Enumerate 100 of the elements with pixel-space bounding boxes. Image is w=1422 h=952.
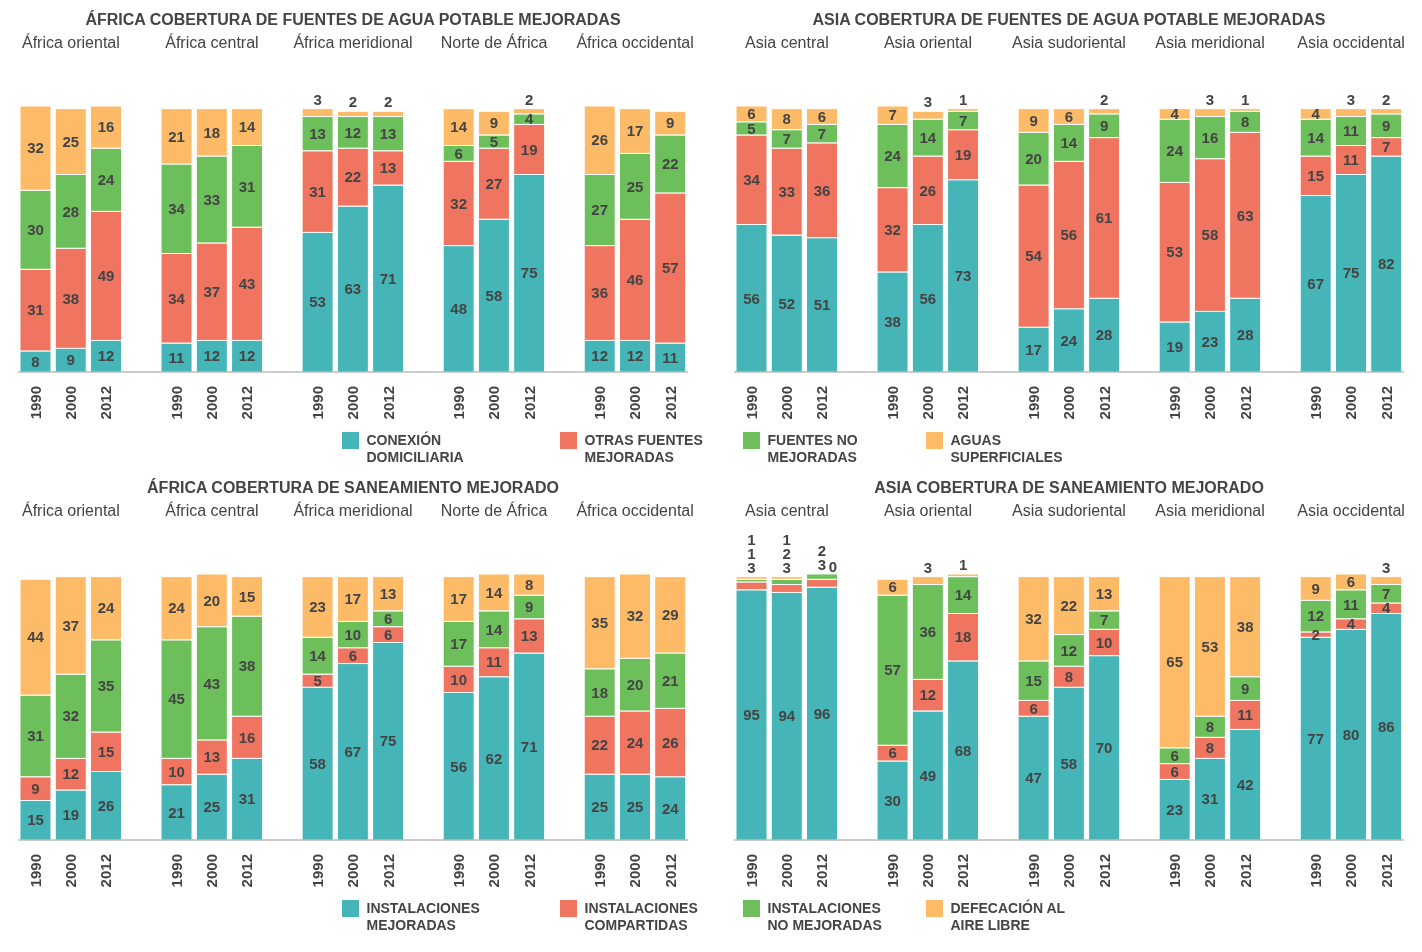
data-label: 7 bbox=[1099, 611, 1109, 629]
data-label: 56 bbox=[1060, 226, 1078, 244]
data-label: 12 bbox=[626, 347, 644, 365]
x-tick-label: 2000 bbox=[485, 854, 503, 888]
data-label: 21 bbox=[168, 127, 185, 145]
data-label: 17 bbox=[626, 122, 644, 140]
data-label: 20 bbox=[203, 591, 221, 609]
data-label: 15 bbox=[27, 811, 44, 829]
data-label: 11 bbox=[1237, 706, 1254, 724]
x-tick-label: 2012 bbox=[1377, 386, 1395, 420]
x-tick-label: 2012 bbox=[97, 854, 115, 888]
data-label: 12 bbox=[238, 347, 256, 365]
data-label: 24 bbox=[1060, 331, 1078, 349]
data-label: 6 bbox=[454, 144, 463, 162]
chart-title: ASIA COBERTURA DE FUENTES DE AGUA POTABLE MEJORADAS bbox=[811, 10, 1327, 30]
data-label: 4 bbox=[525, 110, 535, 128]
x-tick-label: 2012 bbox=[97, 386, 115, 420]
data-label: 32 bbox=[626, 607, 644, 625]
data-label: 8 bbox=[525, 575, 534, 593]
data-label: 25 bbox=[591, 798, 609, 816]
data-label: 58 bbox=[309, 754, 326, 772]
data-label: 32 bbox=[1025, 610, 1042, 628]
data-label: 2 bbox=[383, 93, 393, 111]
data-label: 24 bbox=[884, 147, 902, 165]
data-label: 36 bbox=[591, 284, 609, 302]
data-label: 82 bbox=[1377, 255, 1395, 273]
x-tick-label: 2012 bbox=[661, 386, 679, 420]
data-label: 20 bbox=[1025, 149, 1042, 167]
data-label: 13 bbox=[309, 124, 326, 142]
data-label: 19 bbox=[1166, 338, 1183, 356]
data-label: 12 bbox=[203, 347, 221, 365]
data-label: 9 bbox=[1099, 117, 1109, 134]
data-label: 9 bbox=[66, 351, 75, 369]
data-label: 8 bbox=[1205, 718, 1215, 735]
data-label: 75 bbox=[1342, 264, 1360, 282]
data-label: 37 bbox=[62, 616, 80, 634]
data-label: 14 bbox=[485, 620, 503, 638]
x-tick-label: 1990 bbox=[1307, 854, 1325, 888]
data-label: 14 bbox=[450, 118, 468, 136]
data-label: 27 bbox=[485, 174, 503, 192]
text: África meridional bbox=[292, 502, 414, 520]
data-label: 32 bbox=[62, 707, 80, 725]
data-label: 63 bbox=[1236, 206, 1254, 224]
x-tick-label: 1990 bbox=[591, 854, 609, 888]
chart-title: ÁFRICA COBERTURA DE SANEAMIENTO MEJORADO bbox=[146, 477, 560, 498]
data-label: 54 bbox=[1025, 247, 1043, 265]
data-label: 14 bbox=[309, 646, 327, 664]
text: Asia occidental bbox=[1296, 502, 1406, 520]
chart-title: ASIA COBERTURA DE SANEAMIENTO MEJORADO bbox=[873, 478, 1265, 498]
data-label: 11 bbox=[1343, 595, 1359, 613]
data-label: 10 bbox=[168, 762, 185, 780]
data-label: 11 bbox=[485, 653, 502, 671]
data-label: 43 bbox=[203, 674, 221, 692]
data-label: 9 bbox=[666, 114, 675, 132]
data-label: 16 bbox=[97, 118, 115, 136]
data-label: 31 bbox=[27, 727, 44, 745]
data-label: 20 bbox=[626, 675, 644, 693]
x-tick-label: 1990 bbox=[450, 854, 468, 888]
x-tick-label: 2000 bbox=[203, 386, 221, 420]
data-label: 9 bbox=[31, 779, 40, 797]
data-label: 13 bbox=[203, 748, 221, 766]
data-label: 53 bbox=[1201, 637, 1219, 655]
data-label: 6 bbox=[1029, 699, 1038, 717]
data-label: 6 bbox=[348, 646, 358, 664]
data-label: 53 bbox=[309, 293, 326, 311]
data-label: 2 bbox=[817, 542, 827, 559]
text: Asia central bbox=[744, 502, 830, 520]
data-label: 52 bbox=[778, 294, 796, 312]
data-label: 32 bbox=[884, 221, 901, 239]
data-label: 5 bbox=[489, 132, 499, 150]
data-label: 34 bbox=[168, 199, 186, 217]
x-tick-label: 1990 bbox=[1307, 386, 1325, 420]
data-label: 24 bbox=[626, 733, 644, 751]
text: África oriental bbox=[21, 34, 121, 52]
data-label: 24 bbox=[97, 599, 116, 617]
x-tick-label: 2000 bbox=[344, 854, 362, 888]
data-label: 61 bbox=[1095, 209, 1113, 227]
data-label: 15 bbox=[1025, 671, 1042, 689]
data-label: 75 bbox=[520, 264, 538, 282]
x-tick-label: 2012 bbox=[954, 854, 972, 888]
data-label: 9 bbox=[525, 598, 534, 616]
data-label: 6 bbox=[888, 744, 897, 762]
data-label: 14 bbox=[485, 583, 503, 601]
data-label: 62 bbox=[485, 749, 503, 767]
data-label: 13 bbox=[1095, 585, 1113, 602]
data-label: 43 bbox=[238, 275, 256, 293]
x-tick-label: 2000 bbox=[626, 854, 644, 888]
data-label: 1 bbox=[958, 556, 968, 573]
data-label: 56 bbox=[450, 757, 467, 775]
data-label: 14 bbox=[1060, 134, 1078, 152]
text: Asia meridional bbox=[1154, 502, 1266, 520]
data-label: 44 bbox=[27, 628, 45, 646]
text: África central bbox=[164, 502, 260, 520]
legend-label: INSTALACIONES COMPARTIDAS bbox=[584, 900, 699, 934]
data-label: 6 bbox=[383, 625, 393, 643]
data-label: 34 bbox=[743, 170, 761, 188]
data-label: 30 bbox=[884, 791, 901, 809]
data-label: 6 bbox=[383, 610, 393, 628]
text: Asia oriental bbox=[882, 502, 973, 520]
x-tick-label: 2000 bbox=[1060, 854, 1078, 888]
